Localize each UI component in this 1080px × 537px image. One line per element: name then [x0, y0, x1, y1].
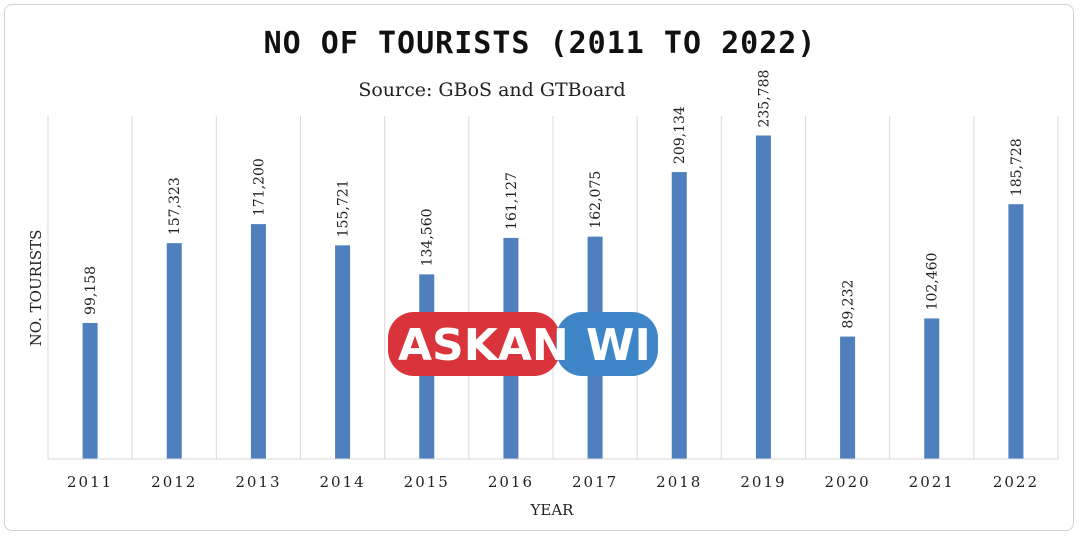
x-tick-2015: 2015 [404, 473, 450, 491]
x-tick-2012: 2012 [151, 473, 197, 491]
bar-2011 [82, 322, 98, 459]
x-tick-2014: 2014 [319, 473, 365, 491]
data-label-2014: 155,721 [336, 179, 352, 237]
x-tick-2017: 2017 [572, 473, 618, 491]
data-label-2016: 161,127 [504, 172, 520, 230]
data-label-2015: 134,560 [420, 208, 436, 266]
data-label-2017: 162,075 [588, 171, 604, 229]
watermark-right-shape [556, 312, 658, 376]
bar-2022 [1008, 204, 1024, 459]
x-tick-2011: 2011 [67, 473, 113, 491]
watermark-left-shape [388, 312, 560, 376]
x-tick-2020: 2020 [824, 473, 870, 491]
bar-2012 [166, 243, 182, 459]
x-tick-labels: 2011 2012 2013 2014 2015 2016 2017 2018 2019 2020… [67, 473, 1039, 491]
x-tick-2022: 2022 [993, 473, 1039, 491]
gridlines [47, 116, 1059, 459]
bar-2013 [250, 224, 266, 459]
data-label-2019: 235,788 [756, 70, 772, 128]
x-tick-2013: 2013 [235, 473, 281, 491]
watermark-logo: ASKAN WI [388, 312, 658, 376]
chart-frame [4, 4, 1074, 531]
x-axis-label: YEAR [530, 501, 575, 519]
x-tick-2021: 2021 [909, 473, 955, 491]
data-label-2018: 209,134 [672, 106, 688, 164]
data-label-2013: 171,200 [251, 158, 267, 216]
x-tick-2016: 2016 [488, 473, 534, 491]
chart-title: NO OF TOURISTS (2011 TO 2022) [264, 26, 817, 61]
bar-2014 [335, 245, 351, 459]
bar-2019 [755, 135, 771, 459]
data-label-2022: 185,728 [1009, 138, 1025, 196]
watermark-left-text: ASKAN [398, 320, 569, 371]
data-label-2011: 99,158 [83, 266, 99, 315]
data-label-2021: 102,460 [925, 253, 941, 311]
data-labels: 99,158 157,323 171,200 155,721 134,560 161,12… [83, 70, 1025, 329]
bar-2021 [924, 318, 940, 459]
y-axis-label: NO. TOURISTS [27, 230, 45, 347]
bar-2020 [840, 336, 856, 459]
data-label-2012: 157,323 [167, 177, 183, 235]
bar-2018 [671, 172, 687, 459]
watermark-right-text: WI [586, 320, 651, 371]
data-label-2020: 89,232 [841, 280, 857, 329]
chart-subtitle: Source: GBoS and GTBoard [358, 79, 625, 101]
x-tick-2019: 2019 [740, 473, 786, 491]
x-tick-2018: 2018 [656, 473, 702, 491]
